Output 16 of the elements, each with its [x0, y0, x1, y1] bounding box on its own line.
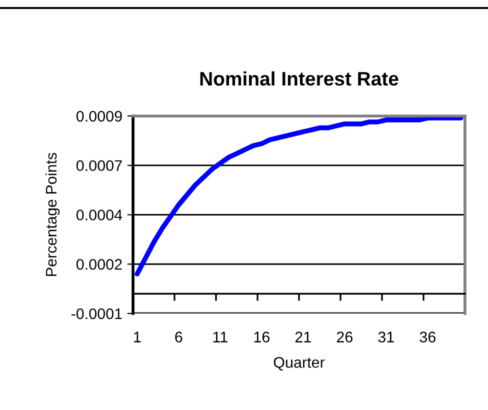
y-tick-label: 0.0009: [76, 110, 122, 122]
y-tick-label: 0.0007: [76, 160, 122, 172]
x-tick-label: 36: [420, 332, 436, 342]
y-tick-label: -0.0001: [71, 308, 122, 320]
y-axis-title: Percentage Points: [45, 152, 60, 276]
chart-title: Nominal Interest Rate: [200, 71, 398, 86]
x-tick-label: 21: [295, 332, 311, 342]
x-axis-title: Quarter: [274, 357, 325, 371]
x-tick-label: 1: [134, 332, 141, 342]
x-tick-label: 31: [378, 332, 394, 342]
x-tick-label: 11: [213, 332, 228, 342]
y-tick-label: 0.0002: [76, 258, 122, 270]
x-tick-label: 16: [254, 332, 270, 342]
x-tick-label: 26: [336, 332, 352, 342]
y-tick-label: 0.0004: [76, 210, 122, 220]
x-tick-label: 6: [175, 332, 182, 342]
